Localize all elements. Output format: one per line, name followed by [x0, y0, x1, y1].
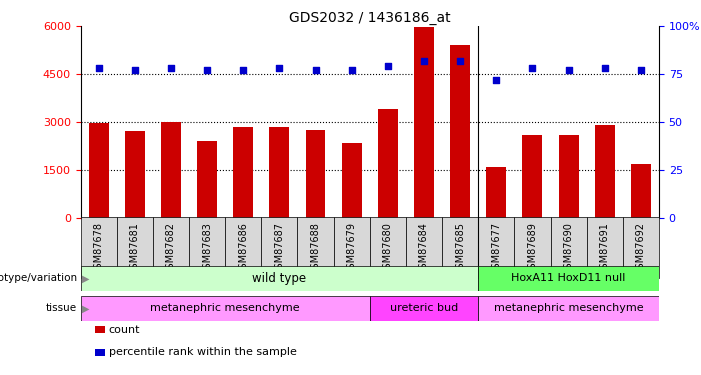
Text: GSM87679: GSM87679: [347, 222, 357, 275]
FancyBboxPatch shape: [587, 217, 622, 278]
Text: GSM87680: GSM87680: [383, 222, 393, 275]
Bar: [594, 125, 615, 218]
Text: GSM87689: GSM87689: [527, 222, 538, 275]
FancyBboxPatch shape: [478, 217, 515, 278]
Bar: [478, 266, 659, 291]
Text: ▶: ▶: [82, 273, 90, 284]
Point: [563, 67, 574, 73]
Text: GSM87685: GSM87685: [455, 222, 465, 275]
Text: GSM87686: GSM87686: [238, 222, 248, 275]
FancyBboxPatch shape: [81, 217, 117, 278]
Point: [201, 67, 212, 73]
Text: GSM87688: GSM87688: [311, 222, 320, 275]
Text: wild type: wild type: [252, 272, 306, 285]
Text: GSM87684: GSM87684: [419, 222, 429, 275]
Bar: [370, 296, 478, 321]
FancyBboxPatch shape: [515, 217, 550, 278]
Text: percentile rank within the sample: percentile rank within the sample: [109, 347, 297, 357]
Bar: [81, 296, 370, 321]
Bar: [378, 109, 397, 217]
Bar: [522, 135, 543, 218]
Bar: [269, 127, 290, 218]
Bar: [233, 127, 253, 218]
Bar: [197, 141, 217, 218]
Point: [382, 63, 393, 69]
Text: GSM87683: GSM87683: [202, 222, 212, 275]
FancyBboxPatch shape: [622, 217, 659, 278]
FancyBboxPatch shape: [261, 217, 297, 278]
Text: GSM87677: GSM87677: [491, 222, 501, 275]
FancyBboxPatch shape: [225, 217, 261, 278]
Point: [310, 67, 321, 73]
Point: [274, 65, 285, 71]
Bar: [161, 122, 181, 218]
Bar: [486, 167, 506, 217]
Bar: [306, 130, 325, 218]
Point: [491, 77, 502, 83]
FancyBboxPatch shape: [117, 217, 153, 278]
Text: genotype/variation: genotype/variation: [0, 273, 77, 284]
Text: GSM87691: GSM87691: [600, 222, 610, 275]
Bar: [125, 132, 145, 218]
Point: [129, 67, 140, 73]
Text: GSM87692: GSM87692: [636, 222, 646, 275]
Bar: [81, 266, 478, 291]
Text: ▶: ▶: [82, 303, 90, 313]
Bar: [450, 45, 470, 218]
Text: GSM87681: GSM87681: [130, 222, 139, 275]
Text: GSM87678: GSM87678: [94, 222, 104, 275]
Text: GSM87687: GSM87687: [274, 222, 285, 275]
Text: HoxA11 HoxD11 null: HoxA11 HoxD11 null: [512, 273, 626, 284]
Title: GDS2032 / 1436186_at: GDS2032 / 1436186_at: [289, 11, 451, 25]
FancyBboxPatch shape: [189, 217, 225, 278]
Text: GSM87682: GSM87682: [166, 222, 176, 275]
Bar: [342, 142, 362, 218]
FancyBboxPatch shape: [334, 217, 369, 278]
Point: [454, 58, 465, 64]
FancyBboxPatch shape: [442, 217, 478, 278]
Text: tissue: tissue: [46, 303, 77, 313]
FancyBboxPatch shape: [153, 217, 189, 278]
FancyBboxPatch shape: [550, 217, 587, 278]
Point: [238, 67, 249, 73]
Bar: [478, 296, 659, 321]
FancyBboxPatch shape: [406, 217, 442, 278]
Text: metanephric mesenchyme: metanephric mesenchyme: [151, 303, 300, 313]
Text: ureteric bud: ureteric bud: [390, 303, 458, 313]
Text: metanephric mesenchyme: metanephric mesenchyme: [494, 303, 644, 313]
Point: [346, 67, 358, 73]
Point: [165, 65, 177, 71]
Point: [599, 65, 611, 71]
Bar: [414, 27, 434, 218]
FancyBboxPatch shape: [369, 217, 406, 278]
Bar: [89, 123, 109, 218]
Point: [93, 65, 104, 71]
FancyBboxPatch shape: [297, 217, 334, 278]
Point: [635, 67, 646, 73]
Bar: [559, 135, 578, 218]
Bar: [631, 164, 651, 218]
Point: [418, 58, 430, 64]
Text: count: count: [109, 325, 140, 334]
Text: GSM87690: GSM87690: [564, 222, 573, 275]
Point: [527, 65, 538, 71]
